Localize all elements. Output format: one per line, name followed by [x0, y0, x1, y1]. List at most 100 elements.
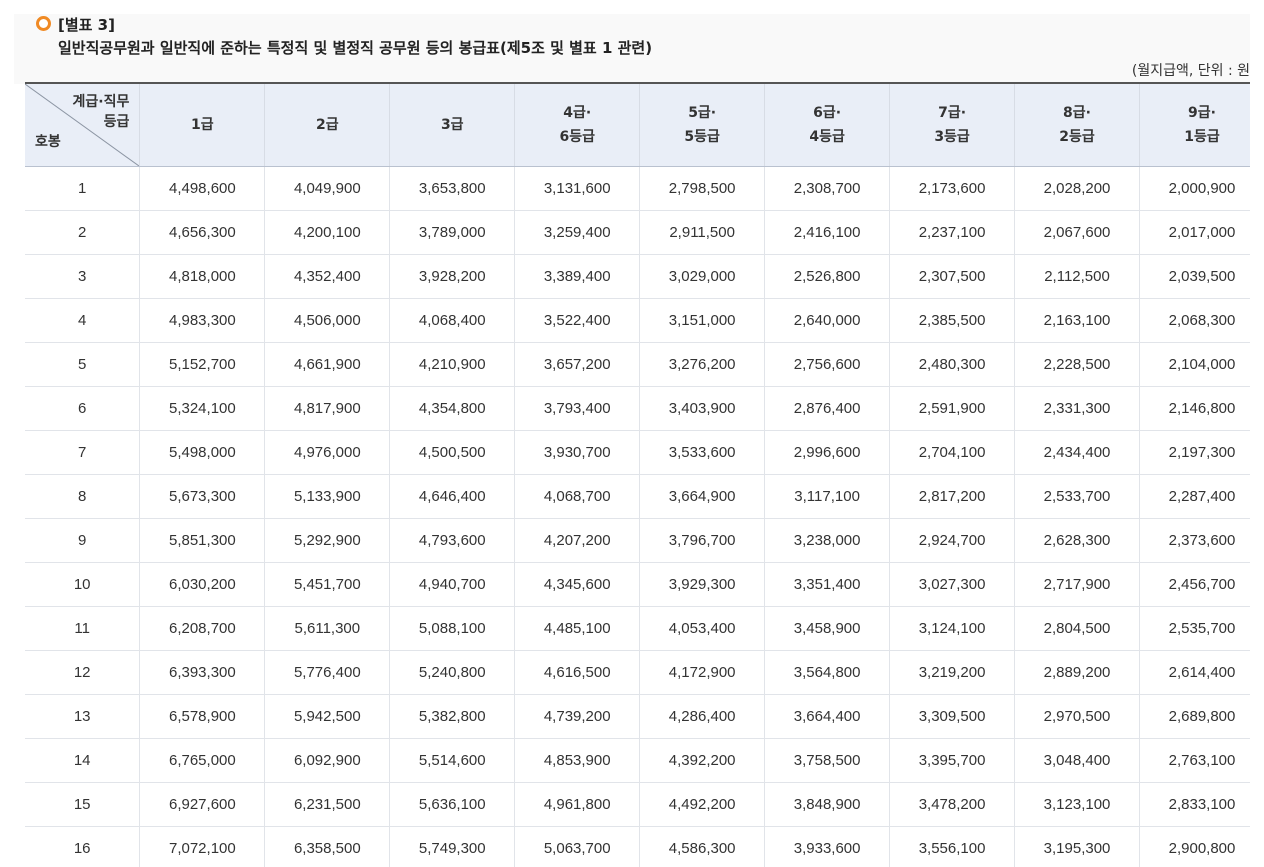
corner-grade-label: 계급·직무 등급: [73, 92, 130, 132]
step-cell: 16: [25, 826, 141, 867]
salary-cell: 3,123,100: [1014, 782, 1140, 827]
salary-cell: 2,996,600: [764, 430, 891, 475]
salary-cell: 4,392,200: [639, 738, 766, 783]
salary-cell: 4,068,700: [514, 474, 641, 519]
salary-cell: 4,485,100: [514, 606, 641, 651]
salary-cell: 2,287,400: [1139, 474, 1250, 519]
salary-cell: 5,498,000: [139, 430, 266, 475]
salary-cell: 3,653,800: [389, 166, 516, 211]
salary-cell: 5,749,300: [389, 826, 516, 867]
column-header-line: 4등급: [809, 129, 845, 145]
step-cell: 15: [25, 782, 141, 827]
column-header-line: 6등급: [559, 129, 595, 145]
salary-cell: 3,556,100: [889, 826, 1016, 867]
salary-cell: 7,072,100: [139, 826, 266, 867]
column-header-3: 3급: [389, 84, 516, 167]
salary-cell: 2,900,800: [1139, 826, 1250, 867]
salary-cell: 2,889,200: [1014, 650, 1140, 695]
salary-cell: 6,765,000: [139, 738, 266, 783]
salary-cell: 2,756,600: [764, 342, 891, 387]
salary-cell: 3,151,000: [639, 298, 766, 343]
salary-cell: 2,173,600: [889, 166, 1016, 211]
salary-cell: 2,039,500: [1139, 254, 1250, 299]
salary-cell: 3,395,700: [889, 738, 1016, 783]
header-row: 계급·직무 등급 호봉 1급 2급 3급 4급· 6등급 5급· 5등급 6급· 4등급 7급· 3…: [25, 84, 1250, 167]
table-row: 5 5,152,700 4,661,900 4,210,900 3,657,200 3,2…: [25, 342, 1250, 387]
salary-cell: 2,763,100: [1139, 738, 1250, 783]
salary-cell: 4,793,600: [389, 518, 516, 563]
salary-cell: 4,506,000: [264, 298, 391, 343]
salary-cell: 2,526,800: [764, 254, 891, 299]
salary-cell: 5,776,400: [264, 650, 391, 695]
salary-cell: 6,927,600: [139, 782, 266, 827]
salary-cell: 3,848,900: [764, 782, 891, 827]
salary-cell: 2,591,900: [889, 386, 1016, 431]
salary-cell: 4,354,800: [389, 386, 516, 431]
column-header-4: 4급· 6등급: [514, 84, 641, 167]
step-cell: 5: [25, 342, 141, 387]
salary-cell: 5,292,900: [264, 518, 391, 563]
table-row: 15 6,927,600 6,231,500 5,636,100 4,961,800 4,…: [25, 782, 1250, 827]
table-row: 6 5,324,100 4,817,900 4,354,800 3,793,400 3,4…: [25, 386, 1250, 431]
salary-cell: 2,456,700: [1139, 562, 1250, 607]
salary-cell: 2,331,300: [1014, 386, 1140, 431]
salary-cell: 2,817,200: [889, 474, 1016, 519]
salary-cell: 3,533,600: [639, 430, 766, 475]
salary-cell: 4,345,600: [514, 562, 641, 607]
salary-cell: 3,309,500: [889, 694, 1016, 739]
salary-cell: 4,656,300: [139, 210, 266, 255]
salary-cell: 4,068,400: [389, 298, 516, 343]
heading-background: [14, 14, 1250, 84]
salary-cell: 3,259,400: [514, 210, 641, 255]
step-cell: 13: [25, 694, 141, 739]
salary-cell: 2,717,900: [1014, 562, 1140, 607]
salary-cell: 2,228,500: [1014, 342, 1140, 387]
salary-cell: 5,324,100: [139, 386, 266, 431]
step-cell: 7: [25, 430, 141, 475]
step-cell: 2: [25, 210, 141, 255]
salary-table-container[interactable]: 계급·직무 등급 호봉 1급 2급 3급 4급· 6등급 5급· 5등급 6급· 4등급 7급· 3…: [25, 82, 1250, 867]
salary-cell: 5,240,800: [389, 650, 516, 695]
salary-cell: 2,614,400: [1139, 650, 1250, 695]
salary-table: 계급·직무 등급 호봉 1급 2급 3급 4급· 6등급 5급· 5등급 6급· 4등급 7급· 3…: [25, 84, 1250, 867]
salary-cell: 4,661,900: [264, 342, 391, 387]
step-cell: 4: [25, 298, 141, 343]
salary-cell: 4,286,400: [639, 694, 766, 739]
unit-note: (월지급액, 단위 : 원: [1131, 63, 1250, 79]
salary-cell: 3,351,400: [764, 562, 891, 607]
salary-cell: 2,067,600: [1014, 210, 1140, 255]
salary-cell: 3,930,700: [514, 430, 641, 475]
table-title: 일반직공무원과 일반직에 준하는 특정직 및 별정직 공무원 등의 봉급표(제5…: [58, 39, 653, 57]
salary-cell: 3,928,200: [389, 254, 516, 299]
salary-cell: 2,876,400: [764, 386, 891, 431]
column-header-line: 7급·: [938, 105, 967, 121]
salary-cell: 3,522,400: [514, 298, 641, 343]
column-header-line: 1급: [191, 117, 214, 133]
salary-cell: 2,373,600: [1139, 518, 1250, 563]
column-header-line: 1등급: [1184, 129, 1220, 145]
column-header-9: 9급· 1등급: [1139, 84, 1250, 167]
column-header-line: 3급: [440, 117, 464, 133]
salary-cell: 4,586,300: [639, 826, 766, 867]
step-cell: 12: [25, 650, 141, 695]
salary-cell: 4,818,000: [139, 254, 266, 299]
salary-cell: 2,163,100: [1014, 298, 1140, 343]
column-header-line: 9급·: [1188, 105, 1216, 121]
salary-cell: 2,017,000: [1139, 210, 1250, 255]
salary-cell: 3,027,300: [889, 562, 1016, 607]
salary-cell: 2,970,500: [1014, 694, 1140, 739]
table-row: 12 6,393,300 5,776,400 5,240,800 4,616,500 4,…: [25, 650, 1250, 695]
salary-cell: 2,028,200: [1014, 166, 1140, 211]
salary-cell: 2,689,800: [1139, 694, 1250, 739]
salary-cell: 5,088,100: [389, 606, 516, 651]
salary-cell: 3,219,200: [889, 650, 1016, 695]
salary-cell: 2,308,700: [764, 166, 891, 211]
salary-cell: 5,942,500: [264, 694, 391, 739]
salary-cell: 6,578,900: [139, 694, 266, 739]
salary-cell: 4,207,200: [514, 518, 641, 563]
column-header-line: 8급·: [1063, 105, 1091, 121]
table-row: 3 4,818,000 4,352,400 3,928,200 3,389,400 3,0…: [25, 254, 1250, 299]
salary-cell: 2,000,900: [1139, 166, 1250, 211]
salary-cell: 4,053,400: [639, 606, 766, 651]
salary-cell: 3,929,300: [639, 562, 766, 607]
